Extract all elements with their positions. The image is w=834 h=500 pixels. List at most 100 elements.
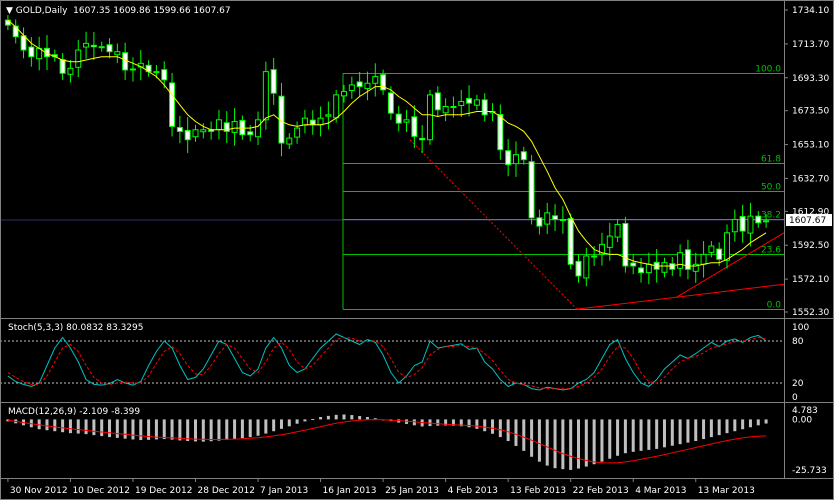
candle-body[interactable] [301, 117, 308, 126]
candle-body[interactable] [387, 92, 394, 114]
candle-body[interactable] [739, 215, 746, 232]
macd-bar [678, 419, 682, 445]
candle-body[interactable] [512, 154, 519, 165]
candle-body[interactable] [356, 81, 363, 88]
price-pane[interactable]: 100.0 61.8 50.0 38.2 23.6 0.0 [0, 15, 785, 311]
candle-body[interactable] [200, 129, 207, 133]
candle-body[interactable] [497, 113, 504, 151]
candle-body[interactable] [341, 91, 348, 97]
dropdown-arrow-icon[interactable]: ▼ [6, 6, 13, 16]
time-tick-label: 19 Dec 2012 [135, 486, 193, 496]
fib-level-label: 23.6 [761, 246, 781, 256]
candle-body[interactable] [622, 222, 629, 267]
candle-body[interactable] [348, 84, 355, 92]
macd-bar [342, 414, 346, 420]
candle-body[interactable] [520, 151, 527, 161]
candle-body[interactable] [215, 119, 222, 130]
candle-body[interactable] [466, 98, 473, 104]
candle-body[interactable] [286, 137, 293, 145]
candle-body[interactable] [458, 101, 465, 107]
candle-body[interactable] [270, 69, 277, 94]
candle-body[interactable] [90, 44, 97, 48]
candle-body[interactable] [403, 119, 410, 123]
macd-bar [459, 419, 463, 427]
candle-body[interactable] [661, 262, 668, 273]
candle-body[interactable] [544, 212, 551, 225]
candle-body[interactable] [223, 122, 230, 132]
candle-body[interactable] [411, 116, 418, 137]
candle-body[interactable] [161, 69, 168, 81]
candle-body[interactable] [755, 215, 762, 224]
candle-body[interactable] [473, 99, 480, 106]
candle-body[interactable] [708, 245, 715, 253]
candle-body[interactable] [677, 252, 684, 269]
candle-body[interactable] [67, 67, 74, 75]
candle-body[interactable] [419, 137, 426, 141]
macd-bar [53, 419, 57, 432]
candle-body[interactable] [630, 262, 637, 267]
candle-body[interactable] [426, 94, 433, 141]
candle-body[interactable] [481, 99, 488, 116]
candle-body[interactable] [294, 127, 301, 138]
candle-body[interactable] [638, 267, 645, 274]
macd-bar [600, 419, 604, 462]
candle-body[interactable] [583, 255, 590, 279]
candle-body[interactable] [505, 150, 512, 166]
macd-bar [76, 419, 80, 434]
candle-body[interactable] [169, 82, 176, 127]
candle-body[interactable] [528, 161, 535, 219]
candle-body[interactable] [325, 114, 332, 117]
candle-body[interactable] [575, 260, 582, 277]
candle-body[interactable] [333, 94, 340, 119]
candle-body[interactable] [59, 59, 66, 74]
candle-body[interactable] [552, 215, 559, 220]
candle-body[interactable] [591, 255, 598, 258]
candle-body[interactable] [28, 46, 35, 58]
candle-body[interactable] [12, 25, 19, 38]
candle-body[interactable] [106, 44, 113, 53]
candle-body[interactable] [567, 217, 574, 265]
candle-body[interactable] [598, 243, 605, 255]
candle-body[interactable] [75, 49, 82, 68]
candle-body[interactable] [20, 35, 27, 51]
candle-body[interactable] [763, 220, 770, 223]
candle-body[interactable] [606, 235, 613, 248]
candle-body[interactable] [536, 217, 543, 227]
candle-body[interactable] [395, 113, 402, 124]
candle-body[interactable] [684, 249, 691, 270]
candle-body[interactable] [442, 106, 449, 114]
candle-body[interactable] [434, 92, 441, 111]
candle-body[interactable] [731, 218, 738, 233]
candle-body[interactable] [559, 218, 566, 221]
candle-body[interactable] [380, 74, 387, 91]
candle-body[interactable] [129, 68, 136, 71]
candle-body[interactable] [114, 51, 121, 56]
candle-body[interactable] [231, 120, 238, 133]
candle-body[interactable] [317, 117, 324, 126]
candle-body[interactable] [364, 82, 371, 90]
candle-body[interactable] [716, 248, 723, 260]
candle-body[interactable] [184, 129, 191, 141]
candle-body[interactable] [747, 215, 754, 234]
candle-body[interactable] [700, 253, 707, 265]
stochastic-pane[interactable] [0, 333, 784, 391]
candle-body[interactable] [192, 129, 199, 138]
candle-body[interactable] [98, 46, 105, 49]
candle-body[interactable] [262, 71, 269, 121]
candle-body[interactable] [153, 71, 160, 74]
candle-body[interactable] [83, 42, 90, 48]
macd-pane[interactable] [6, 414, 768, 470]
candle-body[interactable] [255, 119, 262, 138]
candle-body[interactable] [309, 119, 316, 126]
candle-body[interactable] [4, 19, 11, 26]
candle-body[interactable] [247, 131, 254, 136]
candle-body[interactable] [645, 263, 652, 274]
candle-body[interactable] [43, 47, 50, 58]
candle-body[interactable] [122, 52, 129, 71]
candle-body[interactable] [724, 232, 731, 261]
candle-body[interactable] [450, 106, 457, 109]
candle-body[interactable] [692, 263, 699, 272]
candle-body[interactable] [614, 223, 621, 238]
candle-body[interactable] [176, 126, 183, 132]
candle-body[interactable] [372, 76, 379, 84]
